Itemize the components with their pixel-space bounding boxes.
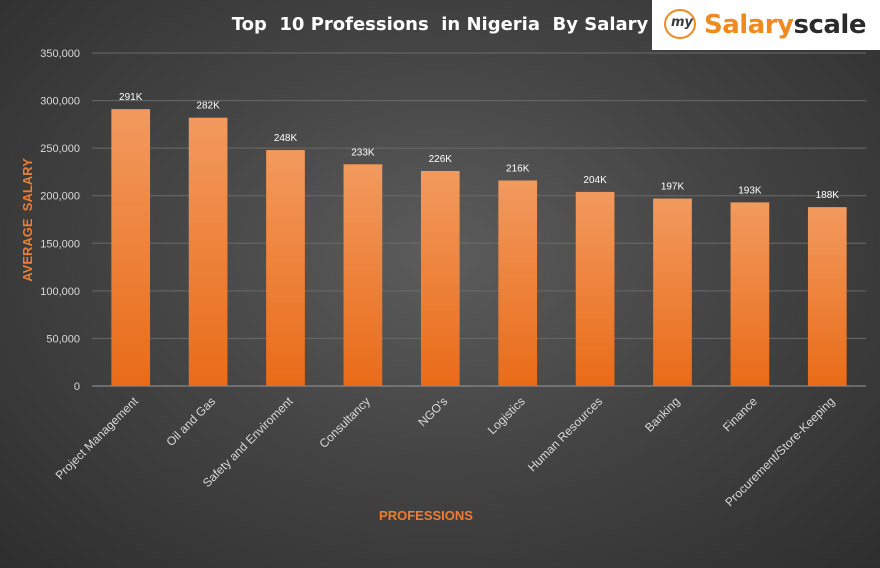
y-tick-label: 0	[74, 381, 80, 393]
bar	[266, 150, 305, 386]
y-tick-label: 200,000	[40, 191, 80, 203]
logo-salary-text: Salary	[704, 10, 794, 40]
data-labels: 291K 282K 248K 233K 226K 216K 204K 197K 193K 188K	[119, 92, 839, 201]
data-label: 233K	[351, 147, 375, 158]
bar	[188, 117, 228, 386]
y-axis-ticks: 0 50,000 100,000 150,000 200,000 250,000 300,0…	[40, 48, 80, 393]
logo-scale-text: scale	[793, 10, 867, 40]
x-tick-label: Logistics	[485, 394, 528, 437]
bar	[420, 170, 460, 386]
bar	[730, 202, 770, 386]
y-tick-label: 100,000	[40, 286, 80, 298]
chart-title: Top 10 Professions in Nigeria By Salary	[232, 14, 649, 35]
x-tick-label: Safety and Enviroment	[200, 394, 296, 490]
x-axis-title: PROFESSIONS	[379, 508, 473, 523]
x-tick-label: Finance	[720, 394, 760, 434]
data-label: 216K	[506, 163, 530, 174]
logo-circle-icon: my	[662, 7, 702, 43]
bar	[111, 109, 151, 387]
data-label: 197K	[661, 182, 685, 193]
y-tick-label: 300,000	[40, 96, 80, 108]
logo-wordmark: Salaryscale	[704, 10, 866, 40]
y-tick-label: 250,000	[40, 143, 80, 155]
x-tick-label: Consultancy	[316, 394, 373, 451]
x-tick-label: Oil and Gas	[164, 394, 219, 449]
y-tick-label: 150,000	[40, 238, 80, 250]
bar	[498, 180, 538, 386]
y-axis-title: AVERAGE SALARY	[20, 158, 35, 282]
bar	[653, 198, 692, 386]
data-label: 193K	[738, 185, 762, 196]
bar	[343, 164, 383, 386]
bar	[575, 191, 615, 386]
data-label: 291K	[119, 92, 143, 103]
data-label: 204K	[583, 175, 607, 186]
y-tick-label: 350,000	[40, 48, 80, 60]
data-label: 282K	[196, 101, 220, 112]
data-label: 248K	[274, 133, 298, 144]
x-tick-label: Banking	[642, 394, 683, 435]
x-tick-label: NGO's	[415, 394, 450, 429]
logo-my-text: my	[670, 15, 694, 30]
bars	[111, 109, 847, 387]
mysalaryscale-logo: my Salaryscale	[652, 0, 880, 50]
x-tick-label: Project Management	[53, 394, 142, 483]
bar	[807, 207, 847, 386]
data-label: 188K	[816, 190, 840, 201]
y-tick-label: 50,000	[46, 333, 80, 345]
x-tick-label: Human Resources	[525, 394, 605, 474]
data-label: 226K	[429, 154, 453, 165]
